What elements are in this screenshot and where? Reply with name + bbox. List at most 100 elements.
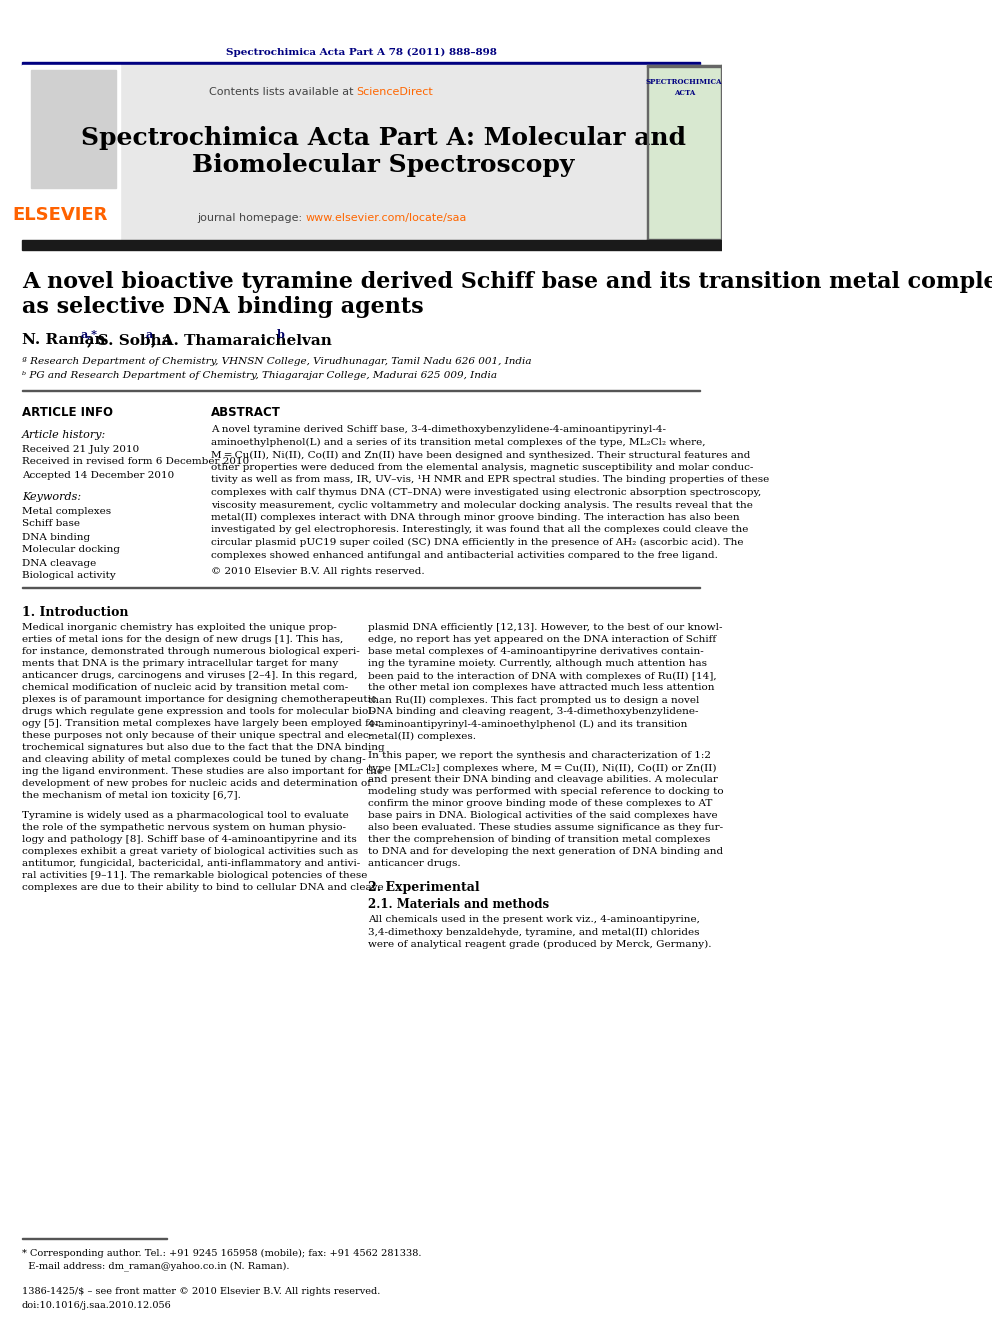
Text: also been evaluated. These studies assume significance as they fur-: also been evaluated. These studies assum… <box>368 823 723 832</box>
Text: modeling study was performed with special reference to docking to: modeling study was performed with specia… <box>368 787 724 796</box>
Text: development of new probes for nucleic acids and determination of: development of new probes for nucleic ac… <box>22 779 371 789</box>
Text: and cleaving ability of metal complexes could be tuned by chang-: and cleaving ability of metal complexes … <box>22 755 366 765</box>
Text: ª Research Department of Chemistry, VHNSN College, Virudhunagar, Tamil Nadu 626 : ª Research Department of Chemistry, VHNS… <box>22 357 532 366</box>
Text: base metal complexes of 4-aminoantipyrine derivatives contain-: base metal complexes of 4-aminoantipyrin… <box>368 647 704 656</box>
Bar <box>120 65 647 239</box>
Text: metal(II) complexes.: metal(II) complexes. <box>368 732 476 741</box>
Text: M = Cu(II), Ni(II), Co(II) and Zn(II) have been designed and synthesized. Their : M = Cu(II), Ni(II), Co(II) and Zn(II) ha… <box>211 450 751 459</box>
Text: DNA binding and cleaving reagent, 3-4-dimethoxybenzylidene-: DNA binding and cleaving reagent, 3-4-di… <box>368 708 698 717</box>
Text: Biomolecular Spectroscopy: Biomolecular Spectroscopy <box>192 153 574 177</box>
Text: as selective DNA binding agents: as selective DNA binding agents <box>22 296 424 318</box>
Bar <box>647 239 722 241</box>
Text: ᵇ PG and Research Department of Chemistry, Thiagarajar College, Madurai 625 009,: ᵇ PG and Research Department of Chemistr… <box>22 372 497 381</box>
Text: tivity as well as from mass, IR, UV–vis, ¹H NMR and EPR spectral studies. The bi: tivity as well as from mass, IR, UV–vis,… <box>211 475 770 484</box>
Text: these purposes not only because of their unique spectral and elec-: these purposes not only because of their… <box>22 732 372 741</box>
Text: for instance, demonstrated through numerous biological experi-: for instance, demonstrated through numer… <box>22 647 359 656</box>
Text: Metal complexes: Metal complexes <box>22 507 111 516</box>
Text: SPECTROCHIMICA: SPECTROCHIMICA <box>646 78 722 86</box>
Text: b: b <box>277 328 285 340</box>
Text: complexes showed enhanced antifungal and antibacterial activities compared to th: complexes showed enhanced antifungal and… <box>211 550 718 560</box>
Text: N. Raman: N. Raman <box>22 333 105 347</box>
Text: a: a <box>146 328 153 340</box>
Text: Schiff base: Schiff base <box>22 520 79 528</box>
Text: E-mail address: dm_raman@yahoo.co.in (N. Raman).: E-mail address: dm_raman@yahoo.co.in (N.… <box>22 1261 290 1271</box>
Text: circular plasmid pUC19 super coiled (SC) DNA efficiently in the presence of AH₂ : circular plasmid pUC19 super coiled (SC)… <box>211 538 744 548</box>
Text: ogy [5]. Transition metal complexes have largely been employed for: ogy [5]. Transition metal complexes have… <box>22 720 380 729</box>
Text: journal homepage:: journal homepage: <box>197 213 306 224</box>
Text: metal(II) complexes interact with DNA through minor groove binding. The interact: metal(II) complexes interact with DNA th… <box>211 513 740 523</box>
Text: plasmid DNA efficiently [12,13]. However, to the best of our knowl-: plasmid DNA efficiently [12,13]. However… <box>368 623 723 632</box>
Text: 2. Experimental: 2. Experimental <box>368 881 480 894</box>
Text: been paid to the interaction of DNA with complexes of Ru(II) [14],: been paid to the interaction of DNA with… <box>368 672 717 680</box>
Bar <box>647 65 722 239</box>
Text: a,*: a,* <box>80 328 97 340</box>
Text: www.elsevier.com/locate/saa: www.elsevier.com/locate/saa <box>306 213 467 224</box>
Text: 1386-1425/$ – see front matter © 2010 Elsevier B.V. All rights reserved.: 1386-1425/$ – see front matter © 2010 El… <box>22 1287 380 1297</box>
Text: plexes is of paramount importance for designing chemotherapeutic: plexes is of paramount importance for de… <box>22 696 376 705</box>
Text: investigated by gel electrophoresis. Interestingly, it was found that all the co: investigated by gel electrophoresis. Int… <box>211 525 748 534</box>
Text: Molecular docking: Molecular docking <box>22 545 120 554</box>
Text: type [ML₂Cl₂] complexes where, M = Cu(II), Ni(II), Co(II) or Zn(II): type [ML₂Cl₂] complexes where, M = Cu(II… <box>368 763 717 773</box>
Text: anticancer drugs, carcinogens and viruses [2–4]. In this regard,: anticancer drugs, carcinogens and viruse… <box>22 672 357 680</box>
Text: 1. Introduction: 1. Introduction <box>22 606 128 618</box>
Text: base pairs in DNA. Biological activities of the said complexes have: base pairs in DNA. Biological activities… <box>368 811 718 820</box>
Text: Contents lists available at: Contents lists available at <box>208 87 357 97</box>
Text: In this paper, we report the synthesis and characterization of 1:2: In this paper, we report the synthesis a… <box>368 751 711 761</box>
Text: trochemical signatures but also due to the fact that the DNA binding: trochemical signatures but also due to t… <box>22 744 385 753</box>
Bar <box>22 62 700 65</box>
Text: chemical modification of nucleic acid by transition metal com-: chemical modification of nucleic acid by… <box>22 684 348 692</box>
Text: , A. Thamaraichelvan: , A. Thamaraichelvan <box>151 333 331 347</box>
Text: 2.1. Materials and methods: 2.1. Materials and methods <box>368 897 550 910</box>
Text: complexes with calf thymus DNA (CT–DNA) were investigated using electronic absor: complexes with calf thymus DNA (CT–DNA) … <box>211 488 761 497</box>
Text: Accepted 14 December 2010: Accepted 14 December 2010 <box>22 471 174 479</box>
Text: Spectrochimica Acta Part A: Molecular and: Spectrochimica Acta Part A: Molecular an… <box>81 126 686 149</box>
Text: * Corresponding author. Tel.: +91 9245 165958 (mobile); fax: +91 4562 281338.: * Corresponding author. Tel.: +91 9245 1… <box>22 1249 422 1258</box>
Text: anticancer drugs.: anticancer drugs. <box>368 860 461 868</box>
Text: A novel bioactive tyramine derived Schiff base and its transition metal complexe: A novel bioactive tyramine derived Schif… <box>22 271 992 292</box>
Text: ARTICLE INFO: ARTICLE INFO <box>22 406 113 419</box>
Bar <box>31 70 116 188</box>
Text: , S. Sobha: , S. Sobha <box>87 333 172 347</box>
Text: than Ru(II) complexes. This fact prompted us to design a novel: than Ru(II) complexes. This fact prompte… <box>368 696 699 705</box>
Text: complexes are due to their ability to bind to cellular DNA and cleave: complexes are due to their ability to bi… <box>22 884 384 893</box>
Bar <box>647 65 722 66</box>
Text: ELSEVIER: ELSEVIER <box>12 206 107 224</box>
Text: aminoethylphenol(L) and a series of its transition metal complexes of the type, : aminoethylphenol(L) and a series of its … <box>211 438 705 447</box>
Text: ACTA: ACTA <box>674 89 694 97</box>
Text: Biological activity: Biological activity <box>22 572 116 581</box>
Text: Medical inorganic chemistry has exploited the unique prop-: Medical inorganic chemistry has exploite… <box>22 623 336 632</box>
Bar <box>22 239 722 250</box>
Text: ral activities [9–11]. The remarkable biological potencies of these: ral activities [9–11]. The remarkable bi… <box>22 872 367 881</box>
Text: erties of metal ions for the design of new drugs [1]. This has,: erties of metal ions for the design of n… <box>22 635 343 644</box>
Bar <box>22 65 120 239</box>
Text: All chemicals used in the present work viz., 4-aminoantipyrine,: All chemicals used in the present work v… <box>368 916 700 925</box>
Text: the role of the sympathetic nervous system on human physio-: the role of the sympathetic nervous syst… <box>22 823 346 832</box>
Text: Tyramine is widely used as a pharmacological tool to evaluate: Tyramine is widely used as a pharmacolog… <box>22 811 348 820</box>
Text: edge, no report has yet appeared on the DNA interaction of Schiff: edge, no report has yet appeared on the … <box>368 635 716 644</box>
Bar <box>647 65 648 239</box>
Text: ther the comprehension of binding of transition metal complexes: ther the comprehension of binding of tra… <box>368 836 710 844</box>
Text: drugs which regulate gene expression and tools for molecular biol-: drugs which regulate gene expression and… <box>22 708 375 717</box>
Text: other properties were deduced from the elemental analysis, magnetic susceptibili: other properties were deduced from the e… <box>211 463 754 472</box>
Text: and present their DNA binding and cleavage abilities. A molecular: and present their DNA binding and cleava… <box>368 775 718 785</box>
Text: Spectrochimica Acta Part A 78 (2011) 888–898: Spectrochimica Acta Part A 78 (2011) 888… <box>225 48 496 57</box>
Text: confirm the minor groove binding mode of these complexes to AT: confirm the minor groove binding mode of… <box>368 799 712 808</box>
Text: ABSTRACT: ABSTRACT <box>211 406 281 419</box>
Text: © 2010 Elsevier B.V. All rights reserved.: © 2010 Elsevier B.V. All rights reserved… <box>211 568 425 576</box>
Text: complexes exhibit a great variety of biological activities such as: complexes exhibit a great variety of bio… <box>22 848 358 856</box>
Text: Received 21 July 2010: Received 21 July 2010 <box>22 445 139 454</box>
Text: logy and pathology [8]. Schiff base of 4-aminoantipyrine and its: logy and pathology [8]. Schiff base of 4… <box>22 836 356 844</box>
Text: DNA cleavage: DNA cleavage <box>22 558 96 568</box>
Text: A novel tyramine derived Schiff base, 3-4-dimethoxybenzylidene-4-aminoantipyriny: A novel tyramine derived Schiff base, 3-… <box>211 426 666 434</box>
Bar <box>720 65 722 239</box>
Text: 3,4-dimethoxy benzaldehyde, tyramine, and metal(II) chlorides: 3,4-dimethoxy benzaldehyde, tyramine, an… <box>368 927 699 937</box>
Text: DNA binding: DNA binding <box>22 532 90 541</box>
Text: doi:10.1016/j.saa.2010.12.056: doi:10.1016/j.saa.2010.12.056 <box>22 1301 172 1310</box>
Text: ing the tyramine moiety. Currently, although much attention has: ing the tyramine moiety. Currently, alth… <box>368 659 707 668</box>
Text: 4-aminoantipyrinyl-4-aminoethylphenol (L) and its transition: 4-aminoantipyrinyl-4-aminoethylphenol (L… <box>368 720 687 729</box>
Text: antitumor, fungicidal, bactericidal, anti-inflammatory and antivi-: antitumor, fungicidal, bactericidal, ant… <box>22 860 360 868</box>
Text: ments that DNA is the primary intracellular target for many: ments that DNA is the primary intracellu… <box>22 659 338 668</box>
Text: ScienceDirect: ScienceDirect <box>357 87 434 97</box>
Text: the other metal ion complexes have attracted much less attention: the other metal ion complexes have attra… <box>368 684 715 692</box>
Text: viscosity measurement, cyclic voltammetry and molecular docking analysis. The re: viscosity measurement, cyclic voltammetr… <box>211 500 753 509</box>
